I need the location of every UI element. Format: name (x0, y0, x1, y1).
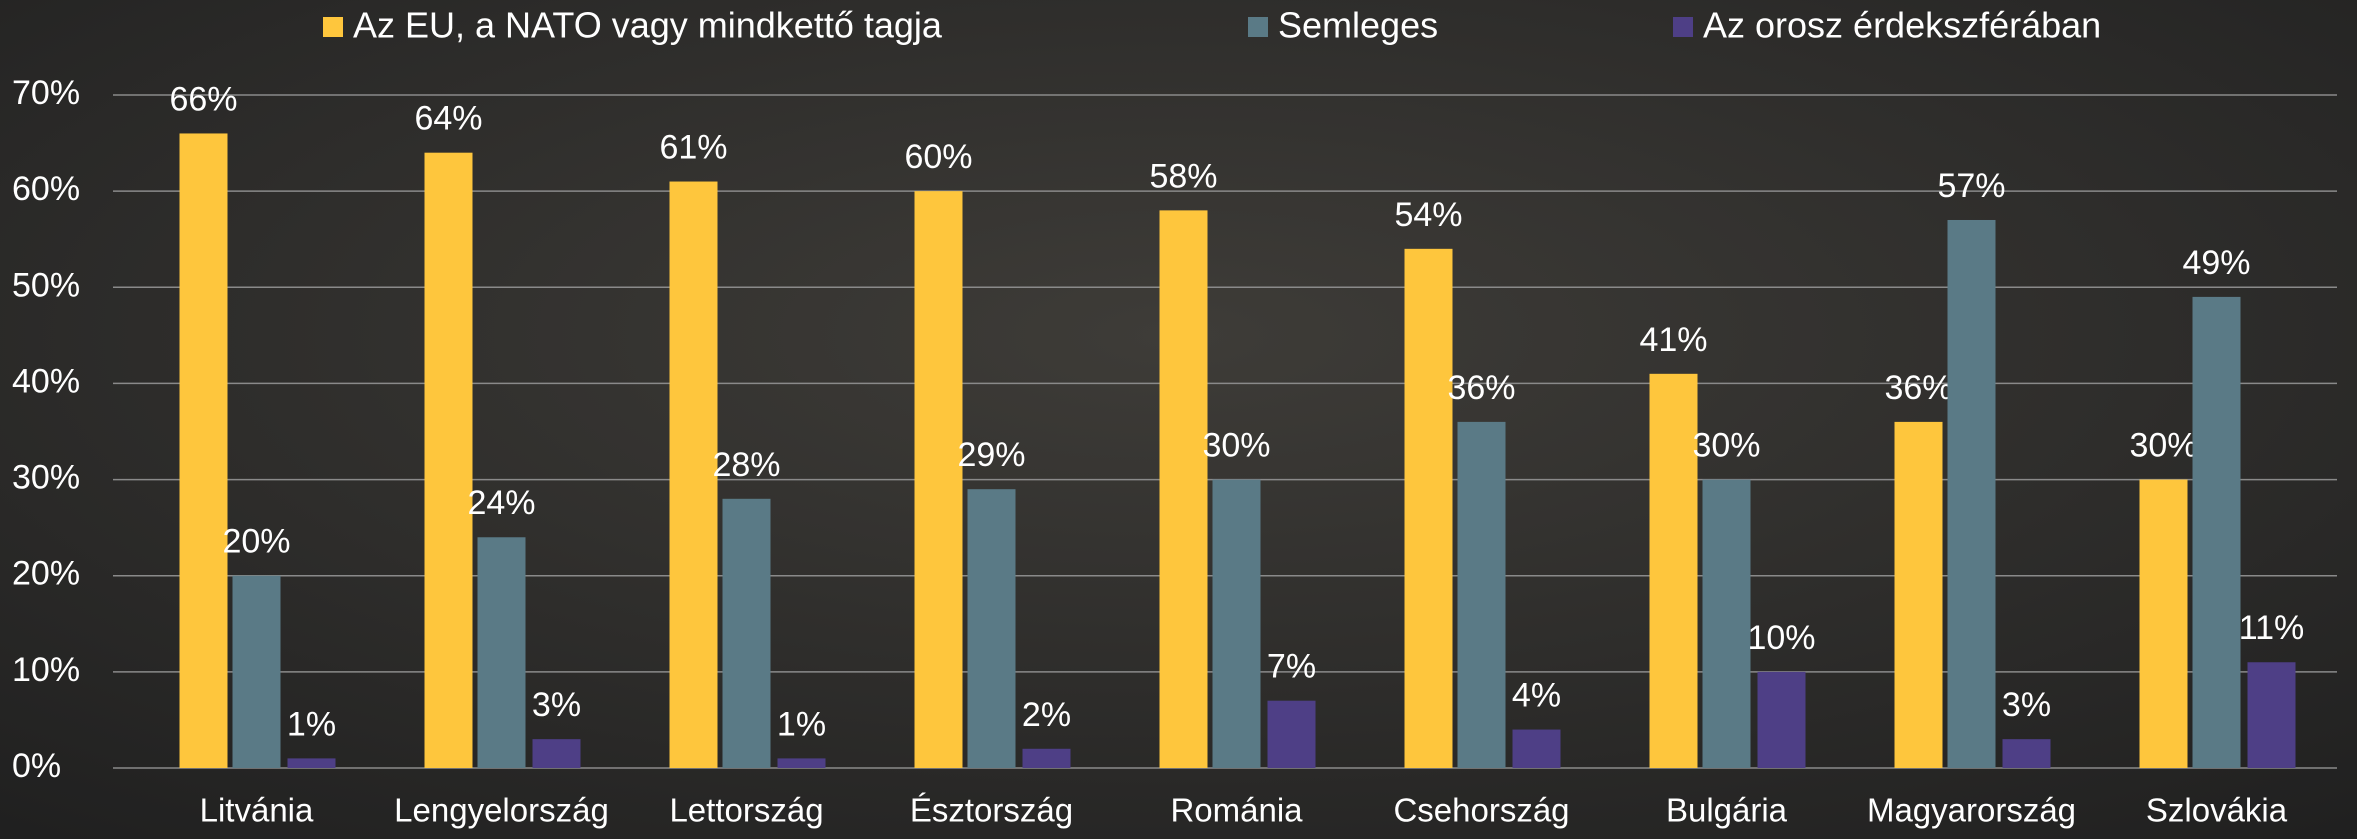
y-tick-label: 20% (12, 555, 80, 593)
bar (1023, 749, 1071, 768)
bar (1650, 374, 1698, 768)
bar (180, 133, 228, 768)
x-tick-label: Szlovákia (2146, 792, 2288, 829)
value-label: 57% (1937, 167, 2005, 205)
page: {"chart_data": { "type": "bar", "categor… (0, 0, 2357, 839)
legend-swatch (1248, 17, 1268, 37)
value-label: 11% (2239, 609, 2305, 647)
value-label: 36% (1884, 369, 1952, 407)
value-label: 49% (2182, 244, 2250, 282)
value-label: 54% (1394, 196, 1462, 234)
value-label: 3% (532, 686, 581, 724)
y-tick-label: 40% (12, 362, 80, 400)
value-label: 61% (659, 129, 727, 167)
x-tick-label: Lettország (669, 792, 823, 829)
value-label: 4% (1512, 677, 1561, 715)
bar (533, 739, 581, 768)
bar (1895, 422, 1943, 768)
value-label: 60% (904, 138, 972, 176)
bar (968, 489, 1016, 768)
value-label: 20% (222, 523, 290, 561)
bar (778, 758, 826, 768)
bar (1513, 730, 1561, 768)
value-label: 66% (169, 80, 237, 118)
bar (478, 537, 526, 768)
y-tick-label: 30% (12, 459, 80, 497)
bar (1758, 672, 1806, 768)
y-tick-label: 60% (12, 170, 80, 208)
value-label: 1% (287, 705, 336, 743)
x-tick-label: Litvánia (200, 792, 314, 829)
value-label: 64% (414, 100, 482, 138)
value-label: 28% (712, 446, 780, 484)
bar (1703, 480, 1751, 768)
value-label: 1% (777, 705, 826, 743)
x-tick-label: Bulgária (1666, 792, 1788, 829)
bar (915, 191, 963, 768)
legend-label: Semleges (1278, 5, 1438, 46)
bar (1160, 210, 1208, 768)
bar (288, 758, 336, 768)
value-label: 10% (1747, 619, 1815, 657)
x-tick-label: Magyarország (1867, 792, 2076, 829)
x-tick-label: Lengyelország (394, 792, 609, 829)
bar (425, 153, 473, 768)
value-label: 3% (2002, 686, 2051, 724)
bar (2140, 480, 2188, 768)
bar (1213, 480, 1261, 768)
value-label: 2% (1022, 696, 1071, 734)
value-label: 24% (467, 484, 535, 522)
bar (1458, 422, 1506, 768)
bar (670, 182, 718, 768)
value-label: 58% (1149, 157, 1217, 195)
value-label: 41% (1639, 321, 1707, 359)
bar (2003, 739, 2051, 768)
value-label: 29% (957, 436, 1025, 474)
chart: 0% 10% 20% 30% 40% 50% 60% 70% Az EU, a NATO vag… (0, 0, 2357, 839)
legend-label: Az orosz érdekszférában (1703, 5, 2101, 46)
bar (723, 499, 771, 768)
legend-swatch (323, 17, 343, 37)
x-tick-label: Románia (1170, 792, 1303, 829)
bar (1405, 249, 1453, 768)
bar (2248, 662, 2296, 768)
bar (1948, 220, 1996, 768)
y-tick-label: 50% (12, 266, 80, 304)
legend-swatch (1673, 17, 1693, 37)
x-tick-label: Észtország (910, 792, 1073, 829)
value-label: 30% (2129, 427, 2197, 465)
value-label: 7% (1267, 648, 1316, 686)
value-label: 30% (1202, 427, 1270, 465)
y-tick-label: 0% (12, 747, 61, 785)
y-tick-label: 10% (12, 651, 80, 689)
bar (233, 576, 281, 768)
value-label: 30% (1692, 427, 1760, 465)
x-tick-label: Csehország (1393, 792, 1569, 829)
bar (1268, 701, 1316, 768)
legend-label: Az EU, a NATO vagy mindkettő tagja (353, 5, 943, 46)
value-label: 36% (1447, 369, 1515, 407)
y-tick-label: 70% (12, 74, 80, 112)
bar (2193, 297, 2241, 768)
